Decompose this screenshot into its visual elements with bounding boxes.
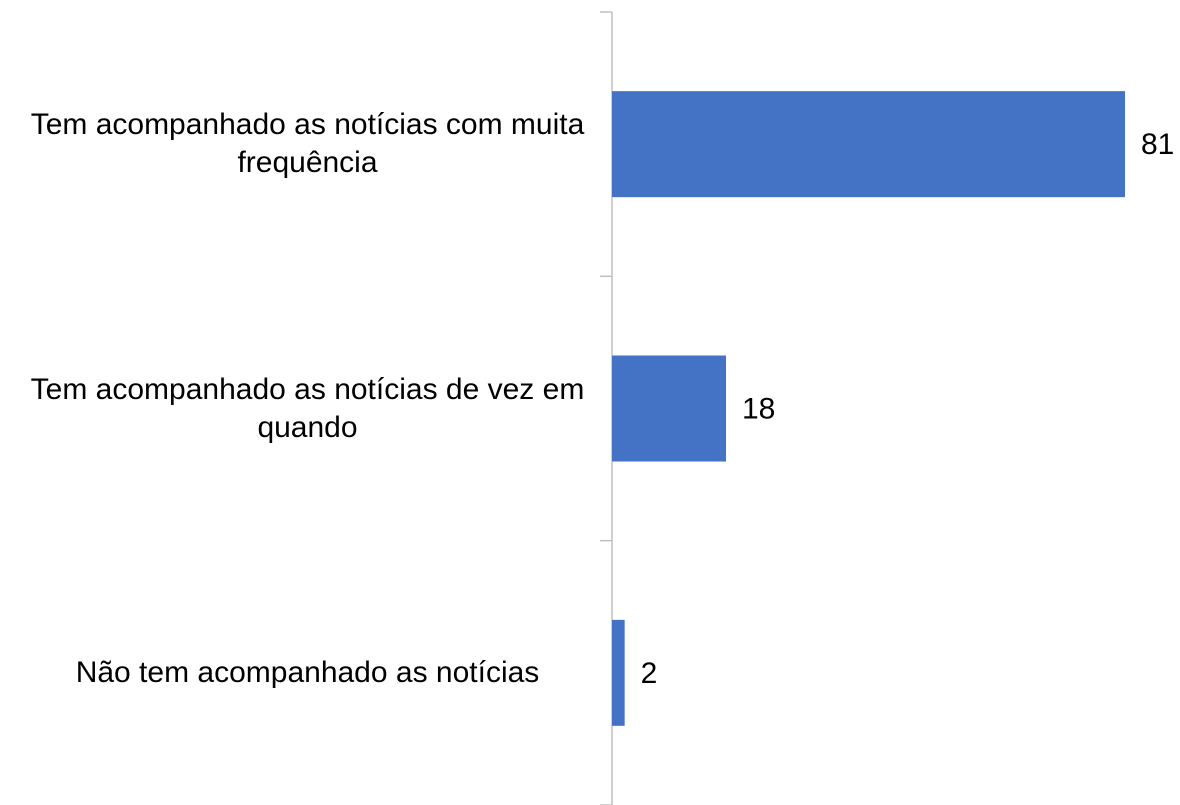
bar bbox=[612, 355, 726, 462]
category-label: Tem acompanhado as notícias com muita fr… bbox=[30, 108, 585, 180]
bar bbox=[612, 619, 625, 726]
value-label: 81 bbox=[1141, 128, 1174, 161]
value-label: 2 bbox=[641, 657, 658, 690]
category-label: Não tem acompanhado as notícias bbox=[75, 655, 540, 689]
value-label: 18 bbox=[742, 392, 775, 425]
category-label: Tem acompanhado as notícias de vez em qu… bbox=[30, 372, 585, 444]
bar bbox=[612, 91, 1125, 198]
